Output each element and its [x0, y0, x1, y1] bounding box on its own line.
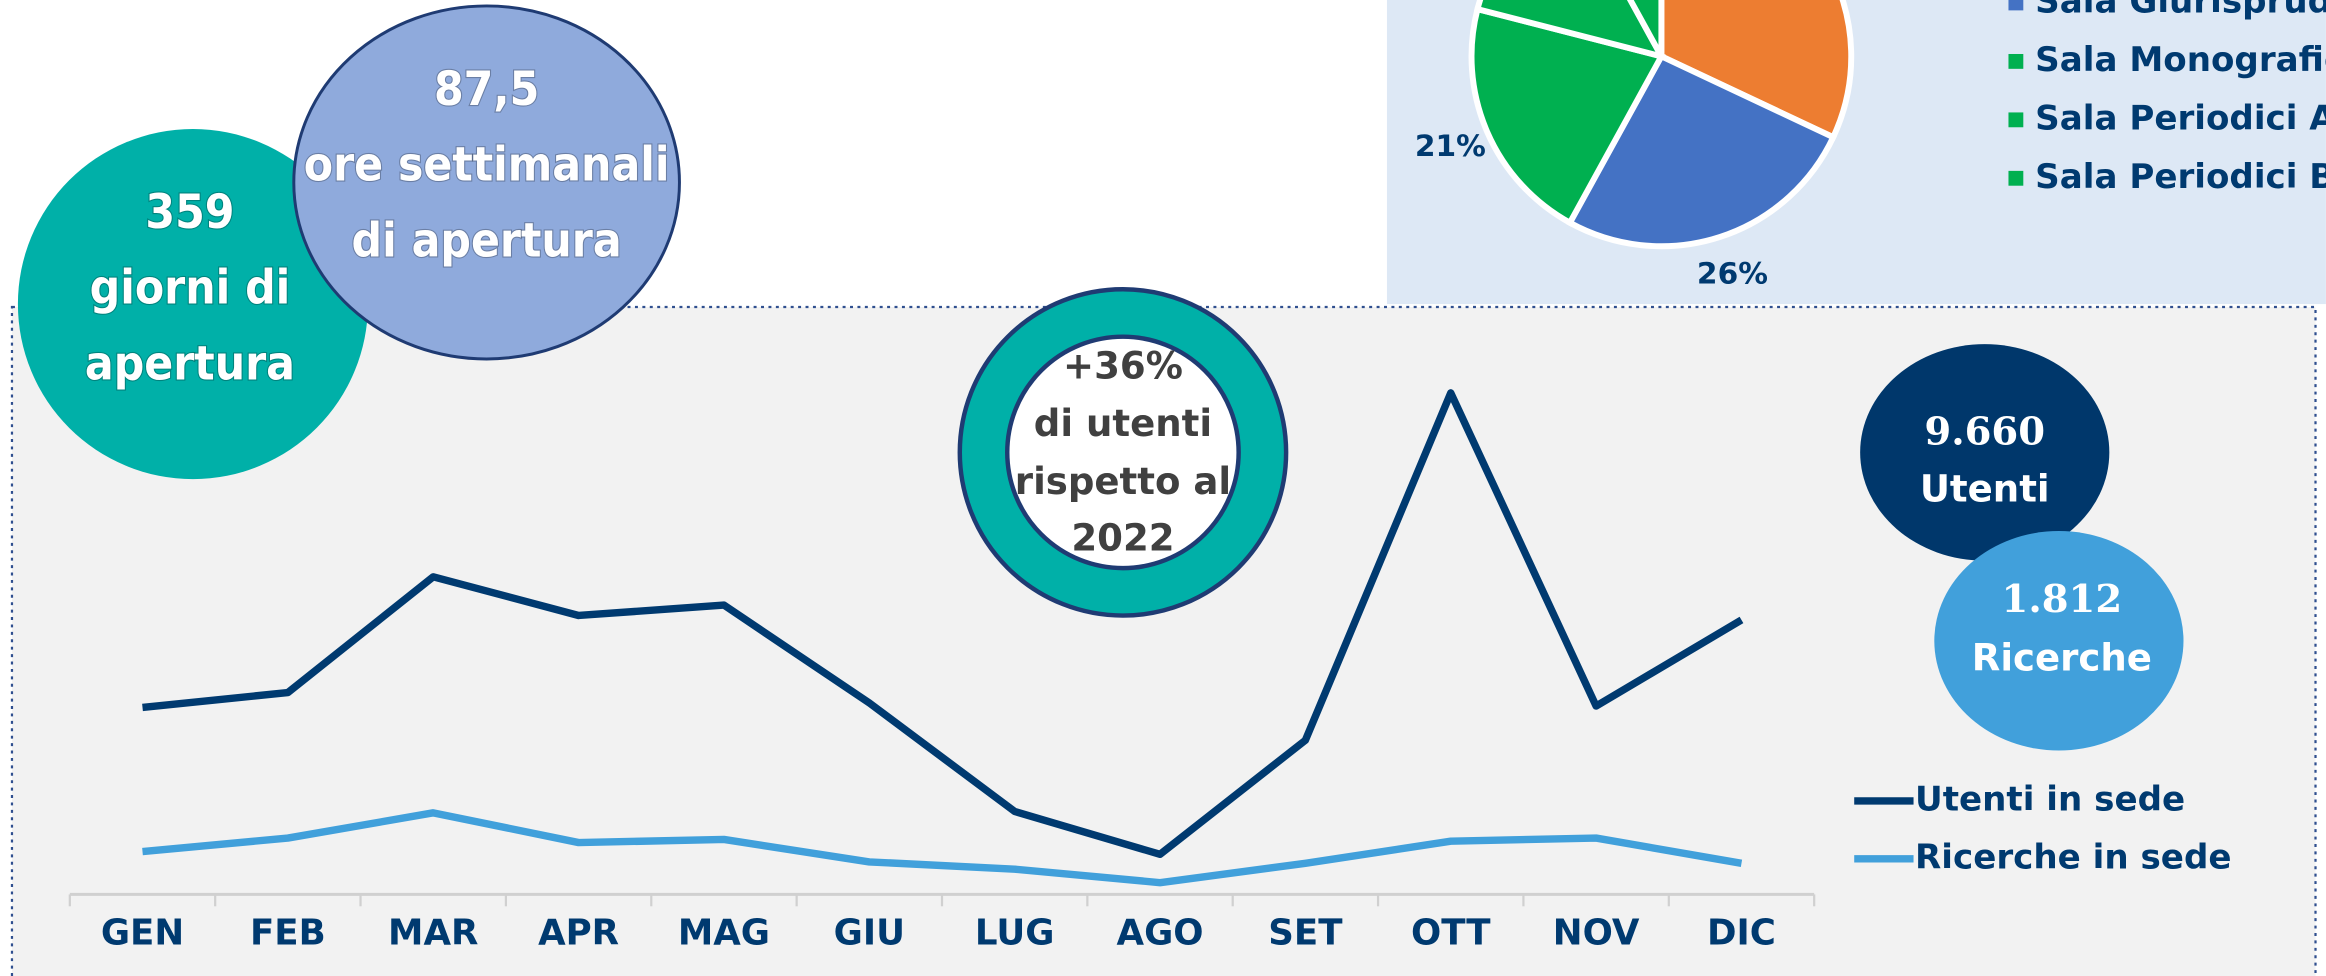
line-chart: GEN FEB MAR APR MAG GIU LUG AGO SET OTT NOV DIC Uten…: [68, 389, 2232, 953]
days-value: 359: [145, 185, 234, 240]
x-tick-label: GIU: [834, 912, 905, 953]
x-tick-label: GEN: [101, 912, 184, 953]
searches-bubble: [1934, 531, 2184, 751]
data-line: [142, 389, 1744, 859]
x-tick-label: SET: [1268, 912, 1343, 953]
legend-label: Sala Monografie: [2035, 40, 2326, 80]
legend-label: Utenti in sede: [1915, 779, 2185, 819]
days-bubble: [17, 129, 368, 480]
pie-label: 21%: [1415, 128, 1486, 163]
x-tick-label: MAG: [678, 912, 770, 953]
users-text: Utenti: [1920, 467, 2050, 510]
legend-swatch: [2008, 0, 2024, 11]
growth-value: +36%: [1063, 344, 1183, 387]
legend-swatch: [2008, 112, 2024, 128]
growth-text: rispetto al: [1015, 460, 1231, 503]
hours-value: 87,5: [434, 62, 539, 117]
data-line: [142, 809, 1743, 887]
x-tick-label: FEB: [250, 912, 326, 953]
hours-text: di apertura: [352, 213, 622, 268]
pie-slice: [1473, 0, 1668, 61]
legend-label: Sala Giurisprudenza: [2035, 0, 2326, 21]
pie-slice: [1468, 5, 1666, 227]
legend-swatch: [2008, 170, 2024, 186]
pie-label: 26%: [1697, 256, 1768, 291]
x-tick-label: OTT: [1411, 912, 1491, 953]
legend-label: Sala Periodici B: [2035, 157, 2326, 197]
x-tick-label: AGO: [1117, 912, 1204, 953]
searches-value: 1.812: [2002, 577, 2123, 622]
growth-core: [1005, 334, 1241, 571]
legend-label: Ricerche in sede: [1915, 837, 2231, 877]
users-value: 9.660: [1924, 410, 2045, 455]
hours-text: ore settimanali: [304, 138, 670, 193]
x-tick-label: APR: [538, 912, 619, 953]
pie-chart: 26% 21% Sala Giurisprudenza Sala Monografie…: [1415, 0, 2326, 291]
legend-label: Sala Periodici A: [2035, 98, 2326, 138]
days-text: giorni di: [90, 261, 291, 316]
hours-bubble: [292, 4, 681, 361]
x-tick-label: LUG: [975, 912, 1055, 953]
x-tick-label: MAR: [388, 912, 478, 953]
x-tick-label: NOV: [1553, 912, 1640, 953]
pie-slice: [1658, 0, 1855, 142]
days-text: apertura: [85, 336, 295, 391]
searches-text: Ricerche: [1972, 637, 2152, 680]
legend-swatch: [2008, 53, 2024, 69]
users-bubble: [1860, 344, 2110, 561]
x-tick-label: DIC: [1707, 912, 1776, 953]
growth-text: di utenti: [1034, 402, 1212, 445]
pie-slice: [1627, 0, 1665, 58]
growth-text: 2022: [1071, 516, 1174, 559]
